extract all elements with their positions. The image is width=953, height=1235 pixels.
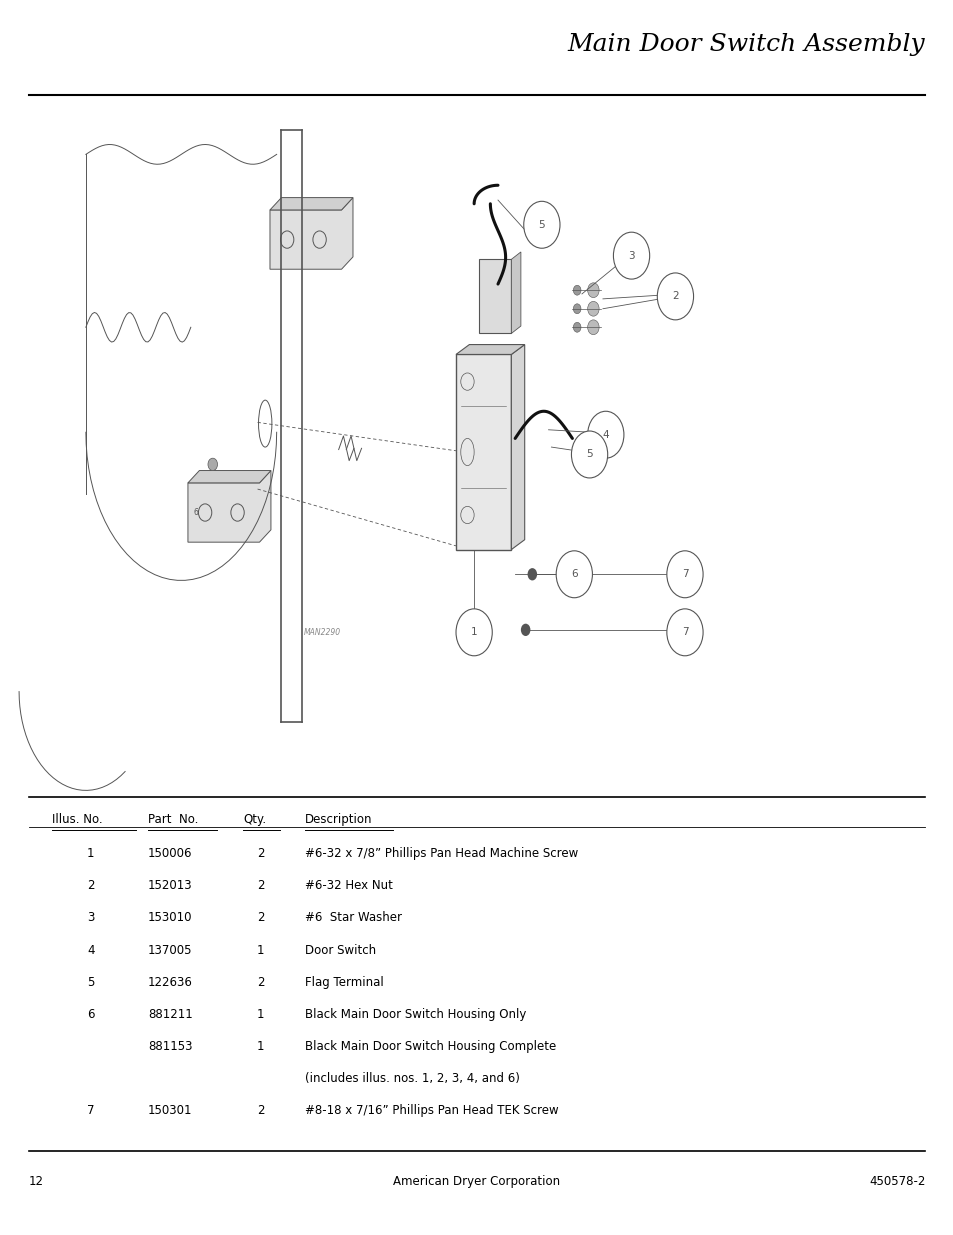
Circle shape bbox=[523, 201, 559, 248]
Polygon shape bbox=[188, 471, 271, 483]
Text: 450578-2: 450578-2 bbox=[868, 1174, 924, 1188]
Text: Black Main Door Switch Housing Complete: Black Main Door Switch Housing Complete bbox=[305, 1040, 556, 1053]
Circle shape bbox=[527, 568, 537, 580]
Circle shape bbox=[587, 320, 598, 335]
Text: 7: 7 bbox=[681, 569, 687, 579]
Polygon shape bbox=[270, 198, 353, 210]
Text: 150006: 150006 bbox=[148, 847, 193, 861]
Text: #6  Star Washer: #6 Star Washer bbox=[305, 911, 402, 925]
Text: 1: 1 bbox=[87, 847, 94, 861]
Text: Flag Terminal: Flag Terminal bbox=[305, 976, 384, 989]
Text: 152013: 152013 bbox=[148, 879, 193, 893]
Text: Description: Description bbox=[305, 813, 373, 826]
Polygon shape bbox=[511, 252, 520, 333]
Text: 6: 6 bbox=[571, 569, 577, 579]
Text: Main Door Switch Assembly: Main Door Switch Assembly bbox=[567, 32, 924, 56]
Circle shape bbox=[456, 609, 492, 656]
Text: 150301: 150301 bbox=[148, 1104, 193, 1118]
Circle shape bbox=[613, 232, 649, 279]
Polygon shape bbox=[456, 345, 524, 354]
Text: MAN2290: MAN2290 bbox=[304, 627, 340, 637]
Text: 7: 7 bbox=[681, 627, 687, 637]
Text: 2: 2 bbox=[256, 879, 264, 893]
Text: 153010: 153010 bbox=[148, 911, 193, 925]
Polygon shape bbox=[511, 345, 524, 550]
Text: 881211: 881211 bbox=[148, 1008, 193, 1021]
Text: 1: 1 bbox=[471, 627, 476, 637]
Text: 5: 5 bbox=[586, 450, 592, 459]
Text: Qty.: Qty. bbox=[243, 813, 266, 826]
Text: 1: 1 bbox=[256, 1008, 264, 1021]
Text: 2: 2 bbox=[256, 847, 264, 861]
Text: Illus. No.: Illus. No. bbox=[52, 813, 103, 826]
Text: 137005: 137005 bbox=[148, 944, 193, 957]
Text: Part  No.: Part No. bbox=[148, 813, 198, 826]
Text: 2: 2 bbox=[256, 911, 264, 925]
Text: 12: 12 bbox=[29, 1174, 44, 1188]
Text: 3: 3 bbox=[628, 251, 634, 261]
Text: 4: 4 bbox=[87, 944, 94, 957]
Polygon shape bbox=[456, 354, 511, 550]
Circle shape bbox=[573, 322, 580, 332]
Text: #6-32 x 7/8” Phillips Pan Head Machine Screw: #6-32 x 7/8” Phillips Pan Head Machine S… bbox=[305, 847, 578, 861]
Text: #8-18 x 7/16” Phillips Pan Head TEK Screw: #8-18 x 7/16” Phillips Pan Head TEK Scre… bbox=[305, 1104, 558, 1118]
Polygon shape bbox=[188, 471, 271, 542]
Text: 2: 2 bbox=[672, 291, 678, 301]
Text: 4: 4 bbox=[602, 430, 608, 440]
Text: 881153: 881153 bbox=[148, 1040, 193, 1053]
Text: 5: 5 bbox=[87, 976, 94, 989]
Text: 1: 1 bbox=[256, 1040, 264, 1053]
Text: 5: 5 bbox=[538, 220, 544, 230]
Text: 122636: 122636 bbox=[148, 976, 193, 989]
Circle shape bbox=[587, 411, 623, 458]
Circle shape bbox=[587, 283, 598, 298]
Text: 1: 1 bbox=[256, 944, 264, 957]
Text: American Dryer Corporation: American Dryer Corporation bbox=[393, 1174, 560, 1188]
Polygon shape bbox=[270, 198, 353, 269]
Text: 7: 7 bbox=[87, 1104, 94, 1118]
Text: Black Main Door Switch Housing Only: Black Main Door Switch Housing Only bbox=[305, 1008, 526, 1021]
Circle shape bbox=[520, 624, 530, 636]
Text: #6-32 Hex Nut: #6-32 Hex Nut bbox=[305, 879, 393, 893]
Circle shape bbox=[666, 551, 702, 598]
Text: 2: 2 bbox=[256, 1104, 264, 1118]
Text: 3: 3 bbox=[87, 911, 94, 925]
Polygon shape bbox=[478, 259, 511, 333]
Circle shape bbox=[556, 551, 592, 598]
Circle shape bbox=[571, 431, 607, 478]
Circle shape bbox=[573, 285, 580, 295]
Circle shape bbox=[208, 458, 217, 471]
Circle shape bbox=[657, 273, 693, 320]
Circle shape bbox=[666, 609, 702, 656]
Text: Door Switch: Door Switch bbox=[305, 944, 376, 957]
Text: 2: 2 bbox=[256, 976, 264, 989]
Text: 2: 2 bbox=[87, 879, 94, 893]
Text: 6: 6 bbox=[87, 1008, 94, 1021]
Circle shape bbox=[587, 301, 598, 316]
Circle shape bbox=[573, 304, 580, 314]
Text: (includes illus. nos. 1, 2, 3, 4, and 6): (includes illus. nos. 1, 2, 3, 4, and 6) bbox=[305, 1072, 519, 1086]
Text: 6: 6 bbox=[193, 508, 198, 517]
